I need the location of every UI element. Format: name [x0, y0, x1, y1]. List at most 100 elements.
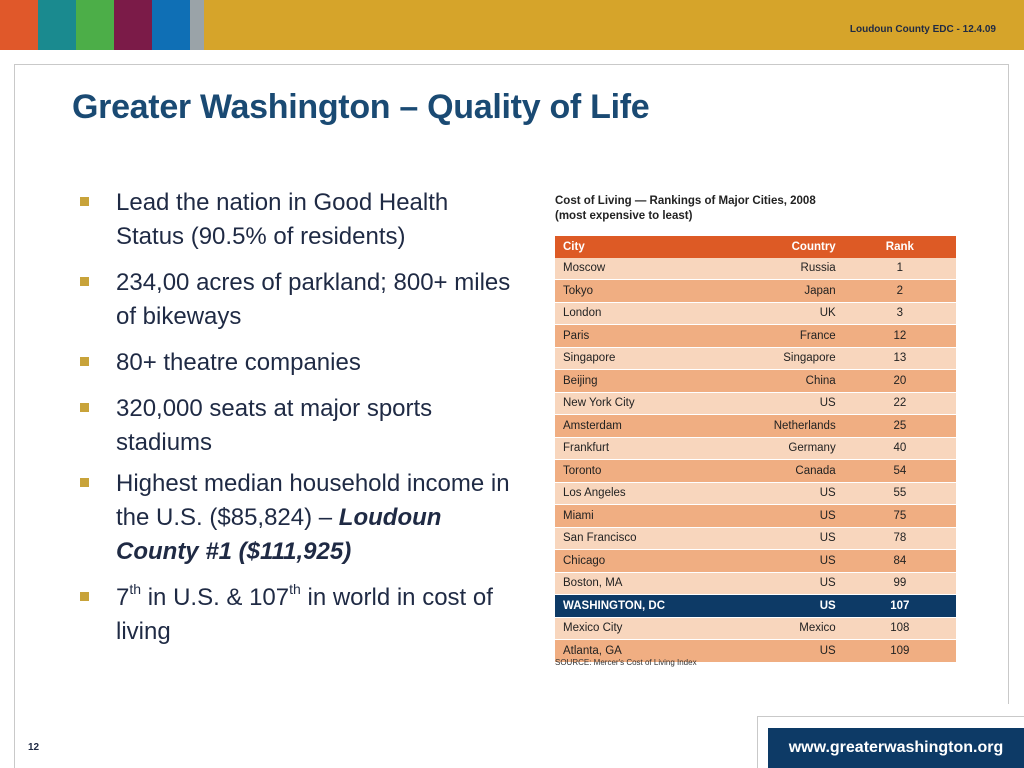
bullet-item: 320,000 seats at major sports stadiums [78, 392, 518, 460]
ordinal-suffix: th [129, 581, 142, 597]
table-row: Miami US 75 [555, 504, 956, 527]
cell-rank: 1 [843, 257, 956, 280]
bullet-text: in world in cost of living [116, 584, 493, 645]
swatch-maroon [114, 0, 152, 50]
bullet-marker-icon [80, 357, 89, 366]
cell-rank: 40 [843, 437, 956, 460]
cell-rank: 55 [843, 482, 956, 505]
bullet-emphasis: Loudoun County #1 ($111,925) [116, 504, 442, 565]
table-row: Tokyo Japan 2 [555, 279, 956, 302]
table-row: Moscow Russia 1 [555, 257, 956, 280]
slide-number: 12 [28, 742, 40, 753]
cell-city: WASHINGTON, DC [555, 594, 724, 617]
footer-line-vertical [757, 716, 758, 768]
table-row: Singapore Singapore 13 [555, 347, 956, 370]
bullet-item: 7th in U.S. & 107th in world in cost of … [78, 581, 518, 649]
frame-line-left [14, 64, 15, 768]
table-row: Beijing China 20 [555, 369, 956, 392]
cell-country: France [723, 324, 844, 347]
cell-country: Japan [723, 279, 844, 302]
cell-rank: 54 [843, 459, 956, 482]
cell-rank: 84 [843, 549, 956, 572]
cell-country: US [723, 594, 844, 617]
bullet-text: 234,00 acres of parkland; 800+ miles of … [116, 269, 511, 330]
swatch-green [76, 0, 114, 50]
table-row: Los Angeles US 55 [555, 482, 956, 505]
cell-rank: 78 [843, 527, 956, 550]
bullet-text: 7 [116, 584, 130, 611]
bullet-marker-icon [80, 197, 89, 206]
table-row-highlighted: WASHINGTON, DC US 107 [555, 594, 956, 617]
cell-rank: 3 [843, 302, 956, 325]
table-source: SOURCE: Mercer's Cost of Living Index [555, 658, 697, 667]
cell-rank: 13 [843, 347, 956, 370]
cell-city: New York City [555, 392, 724, 415]
cell-city: San Francisco [555, 527, 724, 550]
cell-city: London [555, 302, 724, 325]
cell-rank: 22 [843, 392, 956, 415]
cell-city: Toronto [555, 459, 724, 482]
slide-title: Greater Washington – Quality of Life [72, 88, 650, 126]
cell-country: US [723, 504, 844, 527]
bullet-text: in U.S. & 107 [141, 584, 290, 611]
bullet-item: 234,00 acres of parkland; 800+ miles of … [78, 266, 518, 334]
color-swatch-strip [0, 0, 204, 50]
cell-country: Canada [723, 459, 844, 482]
swatch-orange [0, 0, 38, 50]
column-header-rank: Rank [843, 236, 956, 258]
cell-country: US [723, 549, 844, 572]
bullet-marker-icon [80, 478, 89, 487]
website-url: www.greaterwashington.org [768, 728, 1024, 768]
frame-line-right [1008, 64, 1009, 704]
ordinal-suffix: th [289, 581, 301, 597]
cell-city: Los Angeles [555, 482, 724, 505]
cell-country: Germany [723, 437, 844, 460]
bullet-text: Highest median household income in the U… [116, 470, 510, 531]
cell-city: Miami [555, 504, 724, 527]
table-body: Moscow Russia 1 Tokyo Japan 2 London UK 3 Paris Fr… [555, 257, 956, 662]
bullet-marker-icon [80, 403, 89, 412]
cell-city: Moscow [555, 257, 724, 280]
bullet-item: Highest median household income in the U… [78, 467, 518, 569]
cost-of-living-table: City Country Rank Moscow Russia 1 Tokyo Japa… [555, 236, 956, 663]
cell-country: US [723, 639, 844, 662]
table-row: Chicago US 84 [555, 549, 956, 572]
footer-line-horizontal [757, 716, 1024, 717]
cell-city: Mexico City [555, 617, 724, 640]
cell-city: Tokyo [555, 279, 724, 302]
cell-rank: 107 [843, 594, 956, 617]
cell-city: Chicago [555, 549, 724, 572]
cell-city: Frankfurt [555, 437, 724, 460]
table-caption: Cost of Living — Rankings of Major Citie… [555, 194, 816, 224]
cell-country: China [723, 369, 844, 392]
table-row: Mexico City Mexico 108 [555, 617, 956, 640]
cell-country: US [723, 482, 844, 505]
table-row: London UK 3 [555, 302, 956, 325]
cell-rank: 20 [843, 369, 956, 392]
table-row: New York City US 22 [555, 392, 956, 415]
bullet-marker-icon [80, 592, 89, 601]
cell-rank: 2 [843, 279, 956, 302]
bullet-list: Lead the nation in Good Health Status (9… [78, 186, 518, 649]
column-header-country: Country [723, 236, 844, 258]
table-row: Amsterdam Netherlands 25 [555, 414, 956, 437]
cell-country: Russia [723, 257, 844, 280]
table-row: Paris France 12 [555, 324, 956, 347]
bullet-item: Lead the nation in Good Health Status (9… [78, 186, 518, 254]
cell-city: Atlanta, GA [555, 639, 724, 662]
cell-rank: 12 [843, 324, 956, 347]
swatch-teal [38, 0, 76, 50]
cell-country: Netherlands [723, 414, 844, 437]
cell-rank: 75 [843, 504, 956, 527]
swatch-gray [190, 0, 204, 50]
bullet-marker-icon [80, 277, 89, 286]
cell-country: Mexico [723, 617, 844, 640]
cell-country: US [723, 527, 844, 550]
cell-country: Singapore [723, 347, 844, 370]
frame-line-top [14, 64, 1009, 65]
header-tagline: Loudoun County EDC - 12.4.09 [849, 24, 996, 35]
table-header-row: City Country Rank [555, 236, 956, 258]
column-header-city: City [555, 236, 724, 258]
cell-city: Paris [555, 324, 724, 347]
cell-country: US [723, 572, 844, 595]
